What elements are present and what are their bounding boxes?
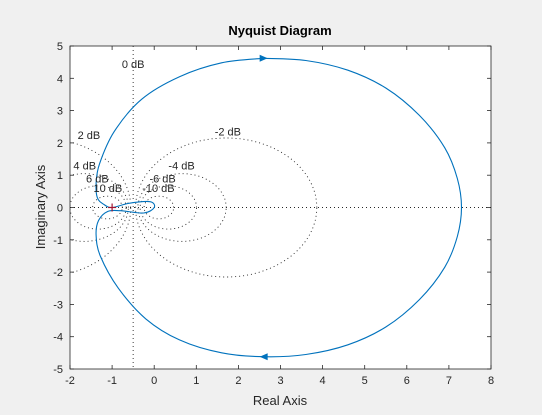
- m-circle-label: -6 dB: [149, 173, 175, 185]
- direction-arrow: [259, 353, 268, 361]
- y-tick-label: -5: [53, 364, 63, 376]
- x-tick-label: 6: [404, 375, 410, 387]
- y-tick-label: -3: [53, 299, 63, 311]
- m-circle-label: 4 dB: [73, 161, 96, 173]
- m-circle-neg2db: [135, 137, 318, 278]
- x-tick-label: 0: [151, 375, 157, 387]
- y-axis-label: Imaginary Axis: [33, 164, 48, 249]
- y-tick-label: 0: [57, 203, 63, 215]
- x-tick-label: -2: [65, 375, 75, 387]
- x-tick-label: 2: [235, 375, 241, 387]
- m-circle-label: 10 dB: [94, 183, 123, 195]
- m-circle-label: -4 dB: [168, 161, 194, 173]
- m-circle-label: -2 dB: [215, 127, 241, 139]
- nyquist-curve-0: [95, 57, 463, 358]
- direction-arrow: [259, 54, 268, 62]
- m-circle-label: 6 dB: [86, 173, 109, 185]
- x-tick-label: 7: [446, 375, 452, 387]
- curve-layer: [95, 54, 463, 361]
- y-tick-label: 2: [57, 138, 63, 150]
- m-circle-label: 0 dB: [122, 59, 145, 71]
- x-tick-label: -1: [107, 375, 117, 387]
- x-tick-label: 3: [277, 375, 283, 387]
- m-circle-label: 2 dB: [78, 130, 101, 142]
- y-tick-label: 1: [57, 170, 63, 182]
- m-circle-neg6db: [139, 185, 197, 230]
- x-tick-label: 1: [193, 375, 199, 387]
- y-tick-label: -1: [53, 235, 63, 247]
- x-axis-label: Real Axis: [253, 393, 308, 408]
- ticks-layer: -2 -1 0 1 2 3 4 5 6 7 8 5 4 3 2 1 0 -1 -2 -3 -4 -5: [53, 41, 494, 387]
- grid-layer: [70, 46, 318, 369]
- x-tick-label: 8: [488, 375, 494, 387]
- m-circle-label: -10 dB: [142, 183, 174, 195]
- chart-title: Nyquist Diagram: [228, 23, 331, 38]
- x-tick-label: 4: [320, 375, 326, 387]
- x-tick-label: 5: [362, 375, 368, 387]
- y-tick-label: -4: [53, 332, 63, 344]
- m-circle-6db: [70, 185, 127, 230]
- y-tick-label: -2: [53, 267, 63, 279]
- y-tick-label: 4: [57, 73, 63, 85]
- y-tick-label: 3: [57, 106, 63, 118]
- y-tick-label: 5: [57, 41, 63, 53]
